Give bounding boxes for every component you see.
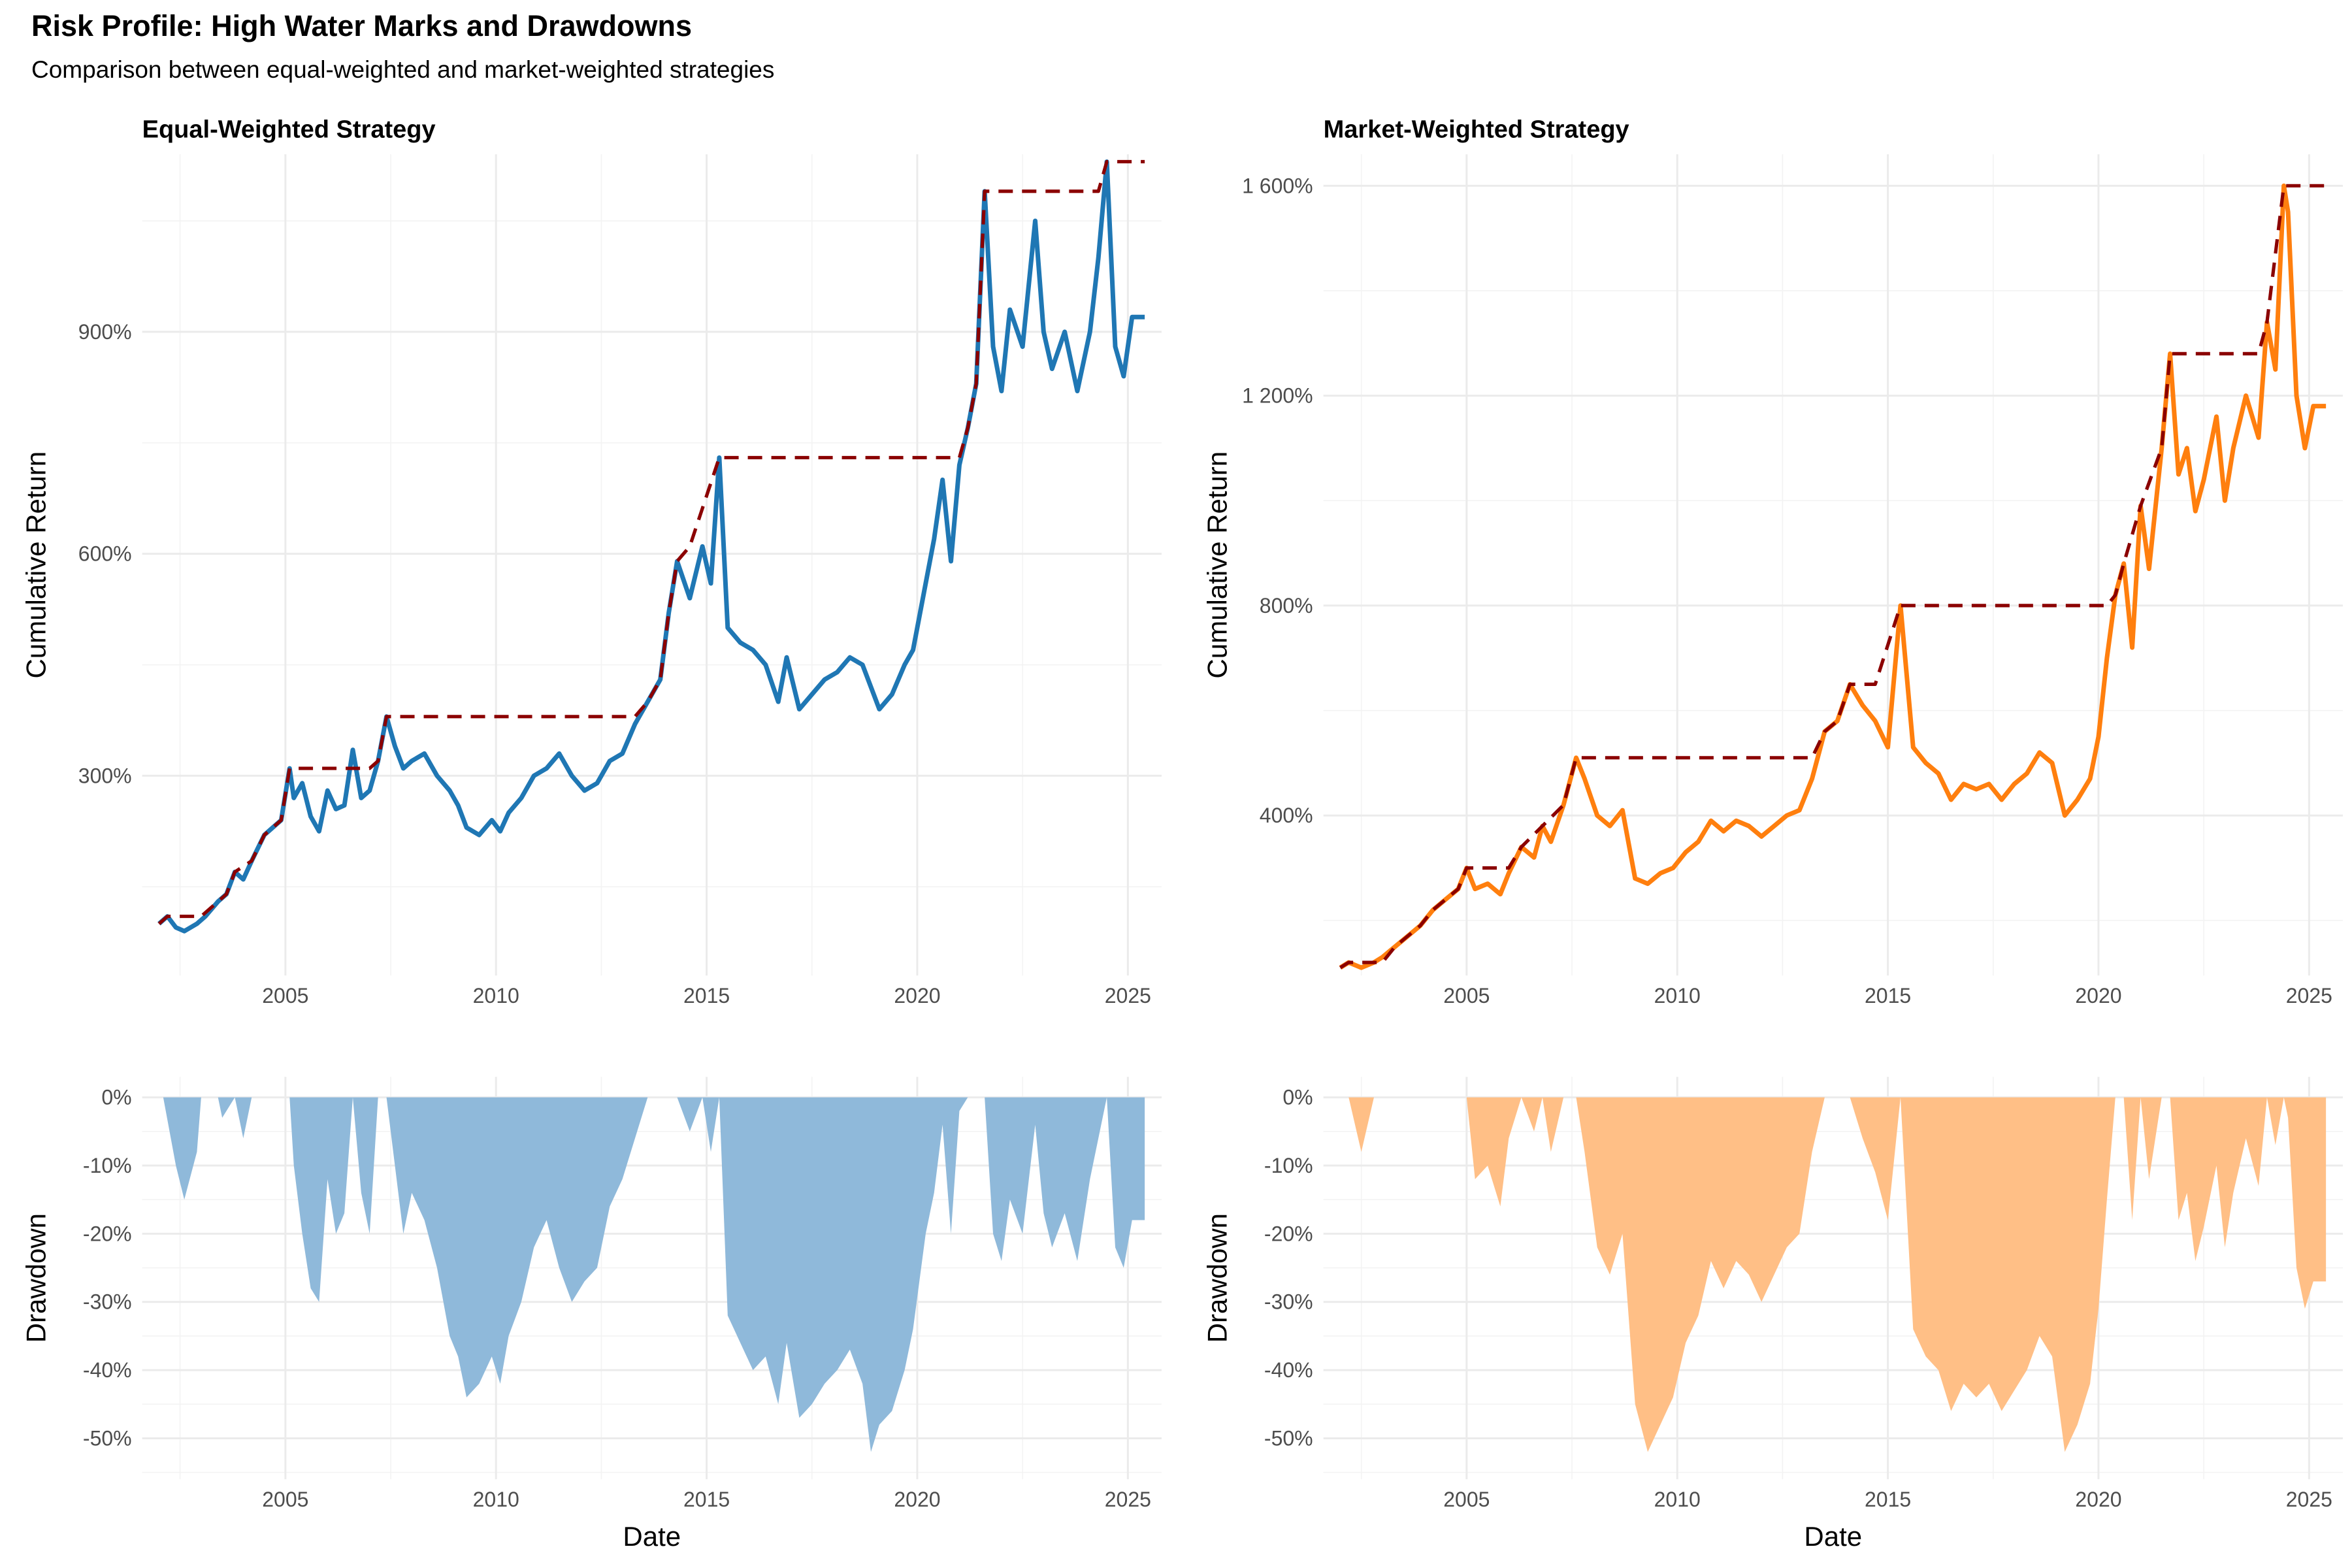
y-axis-title: Cumulative Return [20, 451, 51, 679]
chart-subtitle: Comparison between equal-weighted and ma… [31, 56, 775, 83]
y-tick-label: -10% [1264, 1154, 1313, 1177]
x-tick-label: 2020 [894, 984, 940, 1007]
y-tick-label: 1 600% [1242, 174, 1313, 197]
y-tick-label: -20% [83, 1222, 132, 1245]
y-tick-label: -30% [1264, 1290, 1313, 1314]
panel-0: 2005 2010 2015 2020 2025 300% 600% 900% Equal-We… [20, 116, 1162, 1007]
y-tick-label: -50% [83, 1426, 132, 1450]
x-tick-label: 2015 [683, 1488, 730, 1511]
x-axis-title: Date [623, 1521, 681, 1552]
x-tick-label: 2025 [1105, 984, 1151, 1007]
y-tick-label: 1 200% [1242, 384, 1313, 408]
panel-2: 2005 2010 2015 2020 2025 0% -10% -20% -30% -40% -5… [20, 1077, 1162, 1552]
y-tick-label: -30% [83, 1290, 132, 1314]
panel-1: 2005 2010 2015 2020 2025 400% 800% 1 200% 1 600%… [1201, 116, 2343, 1007]
x-tick-label: 2020 [2075, 1488, 2121, 1511]
y-tick-label: 0% [1282, 1086, 1313, 1109]
y-axis-title: Drawdown [20, 1213, 51, 1343]
y-tick-label: -40% [1264, 1358, 1313, 1382]
panel-title: Equal-Weighted Strategy [142, 116, 436, 144]
x-tick-label: 2010 [1654, 984, 1701, 1007]
cumulative-return-line [157, 159, 1145, 934]
drawdown-area [1340, 1097, 2327, 1452]
x-tick-label: 2010 [473, 1488, 519, 1511]
cumulative-return-line [1339, 183, 2327, 970]
y-tick-label: 800% [1260, 594, 1313, 617]
y-tick-label: -40% [83, 1358, 132, 1382]
y-axis-title: Cumulative Return [1201, 451, 1232, 679]
x-tick-label: 2010 [1654, 1488, 1701, 1511]
panel-title: Market-Weighted Strategy [1324, 116, 1629, 144]
x-tick-label: 2025 [2286, 984, 2332, 1007]
x-tick-label: 2020 [894, 1488, 940, 1511]
x-tick-label: 2010 [473, 984, 519, 1007]
y-axis-title: Drawdown [1201, 1213, 1232, 1343]
x-tick-label: 2015 [683, 984, 730, 1007]
chart-title: Risk Profile: High Water Marks and Drawd… [31, 9, 693, 42]
y-tick-label: -20% [1264, 1222, 1313, 1245]
y-tick-label: 600% [78, 542, 132, 566]
y-tick-label: -10% [83, 1154, 132, 1177]
drawdown-area [159, 1097, 1145, 1452]
y-tick-label: 0% [101, 1086, 131, 1109]
x-tick-label: 2005 [1443, 984, 1490, 1007]
x-tick-label: 2005 [262, 984, 308, 1007]
y-tick-label: 300% [78, 764, 132, 787]
x-tick-label: 2005 [262, 1488, 308, 1511]
x-axis-title: Date [1804, 1521, 1862, 1552]
x-tick-label: 2025 [1105, 1488, 1151, 1511]
high-water-mark-line [157, 159, 1145, 925]
x-tick-label: 2025 [2286, 1488, 2332, 1511]
x-tick-label: 2015 [1865, 984, 1911, 1007]
x-tick-label: 2020 [2075, 984, 2121, 1007]
y-tick-label: -50% [1264, 1426, 1313, 1450]
y-tick-label: 900% [78, 320, 132, 344]
x-tick-label: 2005 [1443, 1488, 1490, 1511]
y-tick-label: 400% [1260, 804, 1313, 827]
high-water-mark-line [1339, 184, 2327, 970]
x-tick-label: 2015 [1865, 1488, 1911, 1511]
panel-3: 2005 2010 2015 2020 2025 0% -10% -20% -30% -40% -5… [1201, 1077, 2343, 1552]
